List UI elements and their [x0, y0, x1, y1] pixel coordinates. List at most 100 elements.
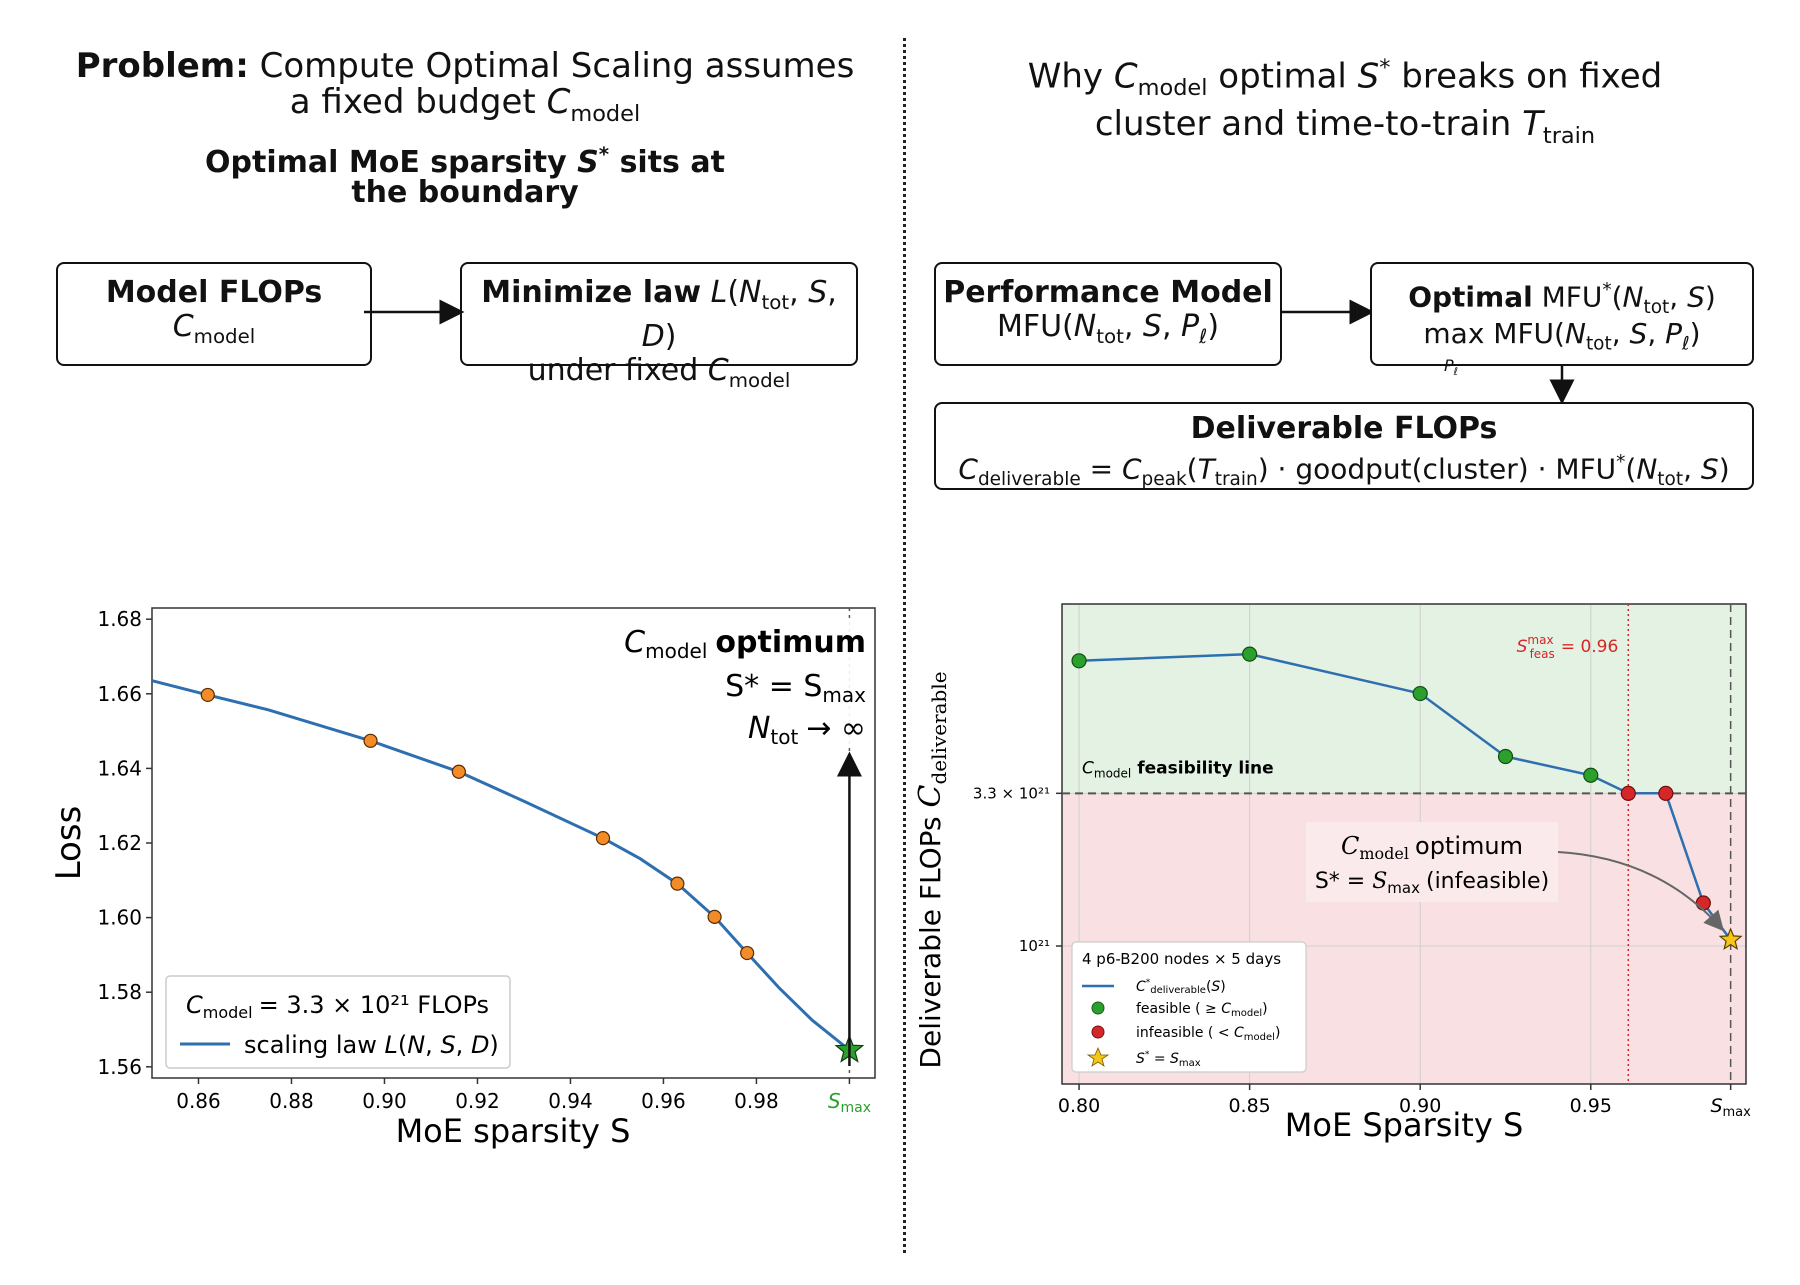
legend-infeasible: infeasible ( < Cmodel)	[1136, 1025, 1280, 1043]
deliverable-flops-title: Deliverable FLOPs	[1190, 411, 1498, 446]
loss-point	[200, 687, 215, 703]
x-tick-label: 0.96	[641, 1089, 686, 1113]
c-model-symbol: Cmodel	[546, 82, 641, 127]
feasible-point	[1242, 646, 1258, 662]
chart2-frame	[1061, 603, 1747, 1085]
annotation-title: Cmodel optimum	[624, 625, 866, 663]
legend-cmodel: Cmodel = 3.3 × 10²¹ FLOPs	[186, 991, 489, 1022]
chart2-points	[1071, 646, 1743, 951]
annotation-line3: Ntot → ∞	[748, 711, 866, 749]
x-tick-label: 0.92	[455, 1089, 500, 1113]
chart2-y-ticks: 3.3 × 10²¹ 10²¹	[973, 784, 1062, 955]
y-tick-label: 1.66	[97, 682, 142, 706]
legend-star: S* = Smax	[1136, 1050, 1201, 1069]
loss-vs-sparsity-chart: 0.86 0.88 0.90 0.92 0.94 0.96 0.98 Smax 1.561.5…	[49, 607, 876, 1150]
loss-point	[363, 733, 378, 748]
model-flops-box: Model FLOPs Cmodel	[56, 262, 372, 366]
chart1-xlabel: MoE sparsity S	[396, 1112, 631, 1150]
performance-model-box: Performance Model MFU(Ntot, S, Pℓ)	[934, 262, 1282, 366]
deliverable-flops-box: Deliverable FLOPs Cdeliverable = Cpeak(T…	[934, 402, 1754, 490]
infeasible-point	[1658, 785, 1674, 801]
x-tick-smax-2: Smax	[1710, 1095, 1751, 1120]
optimum-star-2	[1718, 927, 1743, 951]
feasibility-label: Cmodel feasibility line	[1082, 758, 1274, 780]
right-title-line2: cluster and time-to-train	[1094, 104, 1512, 145]
deliverable-flops-chart: 0.80 0.85 0.90 0.95 Smax 3.3 × 10²¹ 10²¹ Cmo…	[913, 603, 1751, 1144]
y-tick-label: 1.64	[97, 756, 142, 780]
left-title-bold: Problem:	[75, 46, 249, 86]
chart1-ylabel: Loss	[49, 806, 89, 881]
loss-point	[707, 909, 722, 924]
x-tick-label-2: 0.90	[1399, 1095, 1441, 1117]
feasible-point	[1412, 685, 1428, 702]
y-tick-label: 1.58	[97, 980, 142, 1004]
x-tick-label-2: 0.95	[1570, 1095, 1612, 1117]
y-tick-label: 1.68	[97, 607, 142, 631]
left-subtitle: Optimal MoE sparsity S* sits at the boun…	[205, 143, 725, 210]
legend-star-swatch	[1086, 1046, 1110, 1067]
right-title-part3: breaks on fixed	[1401, 56, 1663, 97]
minimize-law-line2: under fixed Cmodel	[527, 353, 791, 393]
legend-scaling-law: scaling law L(N, S, D)	[244, 1031, 499, 1059]
performance-model-formula: MFU(Ntot, S, Pℓ)	[996, 309, 1220, 349]
y-tick-label: 1.56	[97, 1055, 142, 1079]
performance-model-title: Performance Model	[943, 275, 1273, 310]
chart2-xlabel: MoE Sparsity S	[1285, 1106, 1524, 1144]
feasible-point	[1071, 653, 1087, 669]
annotation-bg	[620, 618, 866, 744]
legend-title: 4 p6-B200 nodes × 5 days	[1082, 950, 1281, 968]
left-title-line2: a fixed budget	[289, 82, 536, 122]
optimal-mfu-line2: max MFU(Ntot, S, Pℓ)	[1423, 316, 1701, 355]
x-tick-label: 0.86	[176, 1089, 221, 1113]
infeasible-point	[1620, 785, 1636, 801]
legend-feasible-swatch	[1091, 1001, 1105, 1015]
y-tick-label: 1.60	[97, 906, 142, 930]
left-title: Problem: Compute Optimal Scaling assumes…	[60, 48, 870, 132]
chart1-legend	[165, 975, 511, 1069]
chart1-y-ticks: 1.56 1.58 1.60 1.62 1.64 1.66 1.68	[97, 607, 152, 1079]
feasible-point	[1497, 748, 1514, 765]
optimal-mfu-sub: Pℓ	[1444, 355, 1459, 378]
x-tick-label: 0.94	[548, 1089, 593, 1113]
x-tick-label: 0.90	[362, 1089, 407, 1113]
loss-point	[595, 831, 611, 846]
deliverable-flops-formula: Cdeliverable = Cpeak(Ttrain) · goodput(c…	[958, 452, 1730, 490]
y-tick-label: 1.62	[97, 831, 142, 855]
left-title-rest: Compute Optimal Scaling assumes	[259, 46, 855, 86]
optimum-annotation-arrow	[1557, 851, 1724, 932]
legend-infeasible-swatch	[1091, 1025, 1105, 1039]
right-title-part1: Why	[1027, 56, 1104, 97]
loss-point	[670, 876, 685, 891]
x-tick-smax: Smax	[828, 1089, 871, 1116]
minimize-law-title: Minimize law L(Ntot, S, D)	[481, 275, 837, 354]
chart1-x-ticks: 0.86 0.88 0.90 0.92 0.94 0.96 0.98 Smax	[176, 1078, 871, 1116]
annotation-line2: S* = Smax	[725, 669, 866, 707]
y-tick-3.3e21: 3.3 × 10²¹	[973, 784, 1050, 802]
x-tick-label: 0.88	[269, 1089, 314, 1113]
chart2-legend	[1071, 941, 1307, 1073]
s-star-symbol: S	[577, 145, 599, 180]
x-tick-label-2: 0.80	[1058, 1095, 1100, 1117]
minimize-law-box: Minimize law L(Ntot, S, D) under fixed C…	[460, 262, 858, 392]
right-title: Why Cmodel optimal S* breaks on fixed cl…	[1027, 55, 1663, 149]
optimum-annotation-bg	[1306, 822, 1558, 902]
left-subtitle-line1: Optimal MoE sparsity	[205, 145, 567, 180]
loss-point	[740, 945, 755, 961]
panel-divider	[903, 38, 906, 1253]
chart2-x-ticks: 0.80 0.85 0.90 0.95 Smax	[1058, 1084, 1751, 1120]
feasible-region	[1062, 604, 1746, 794]
scaling-law-curve	[151, 679, 851, 1052]
x-tick-label-2: 0.85	[1228, 1095, 1270, 1117]
model-flops-symbol: Cmodel	[172, 309, 256, 349]
y-tick-1e21: 10²¹	[1019, 937, 1050, 955]
x-tick-label: 0.98	[734, 1089, 779, 1113]
feasible-point	[1583, 767, 1599, 783]
model-flops-title: Model FLOPs	[105, 275, 323, 310]
optimum-annotation-line2: S* = Smax (infeasible)	[1315, 869, 1549, 897]
left-subtitle-line2: the boundary	[351, 175, 579, 210]
infeasible-point	[1695, 895, 1711, 911]
right-title-part2: optimal	[1218, 56, 1347, 97]
threshold-label: Smax feas = 0.96	[1517, 633, 1619, 661]
legend-feasible: feasible ( ≥ Cmodel)	[1136, 1001, 1268, 1019]
optimal-mfu-line1: Optimal MFU*(Ntot, S)	[1408, 280, 1716, 318]
